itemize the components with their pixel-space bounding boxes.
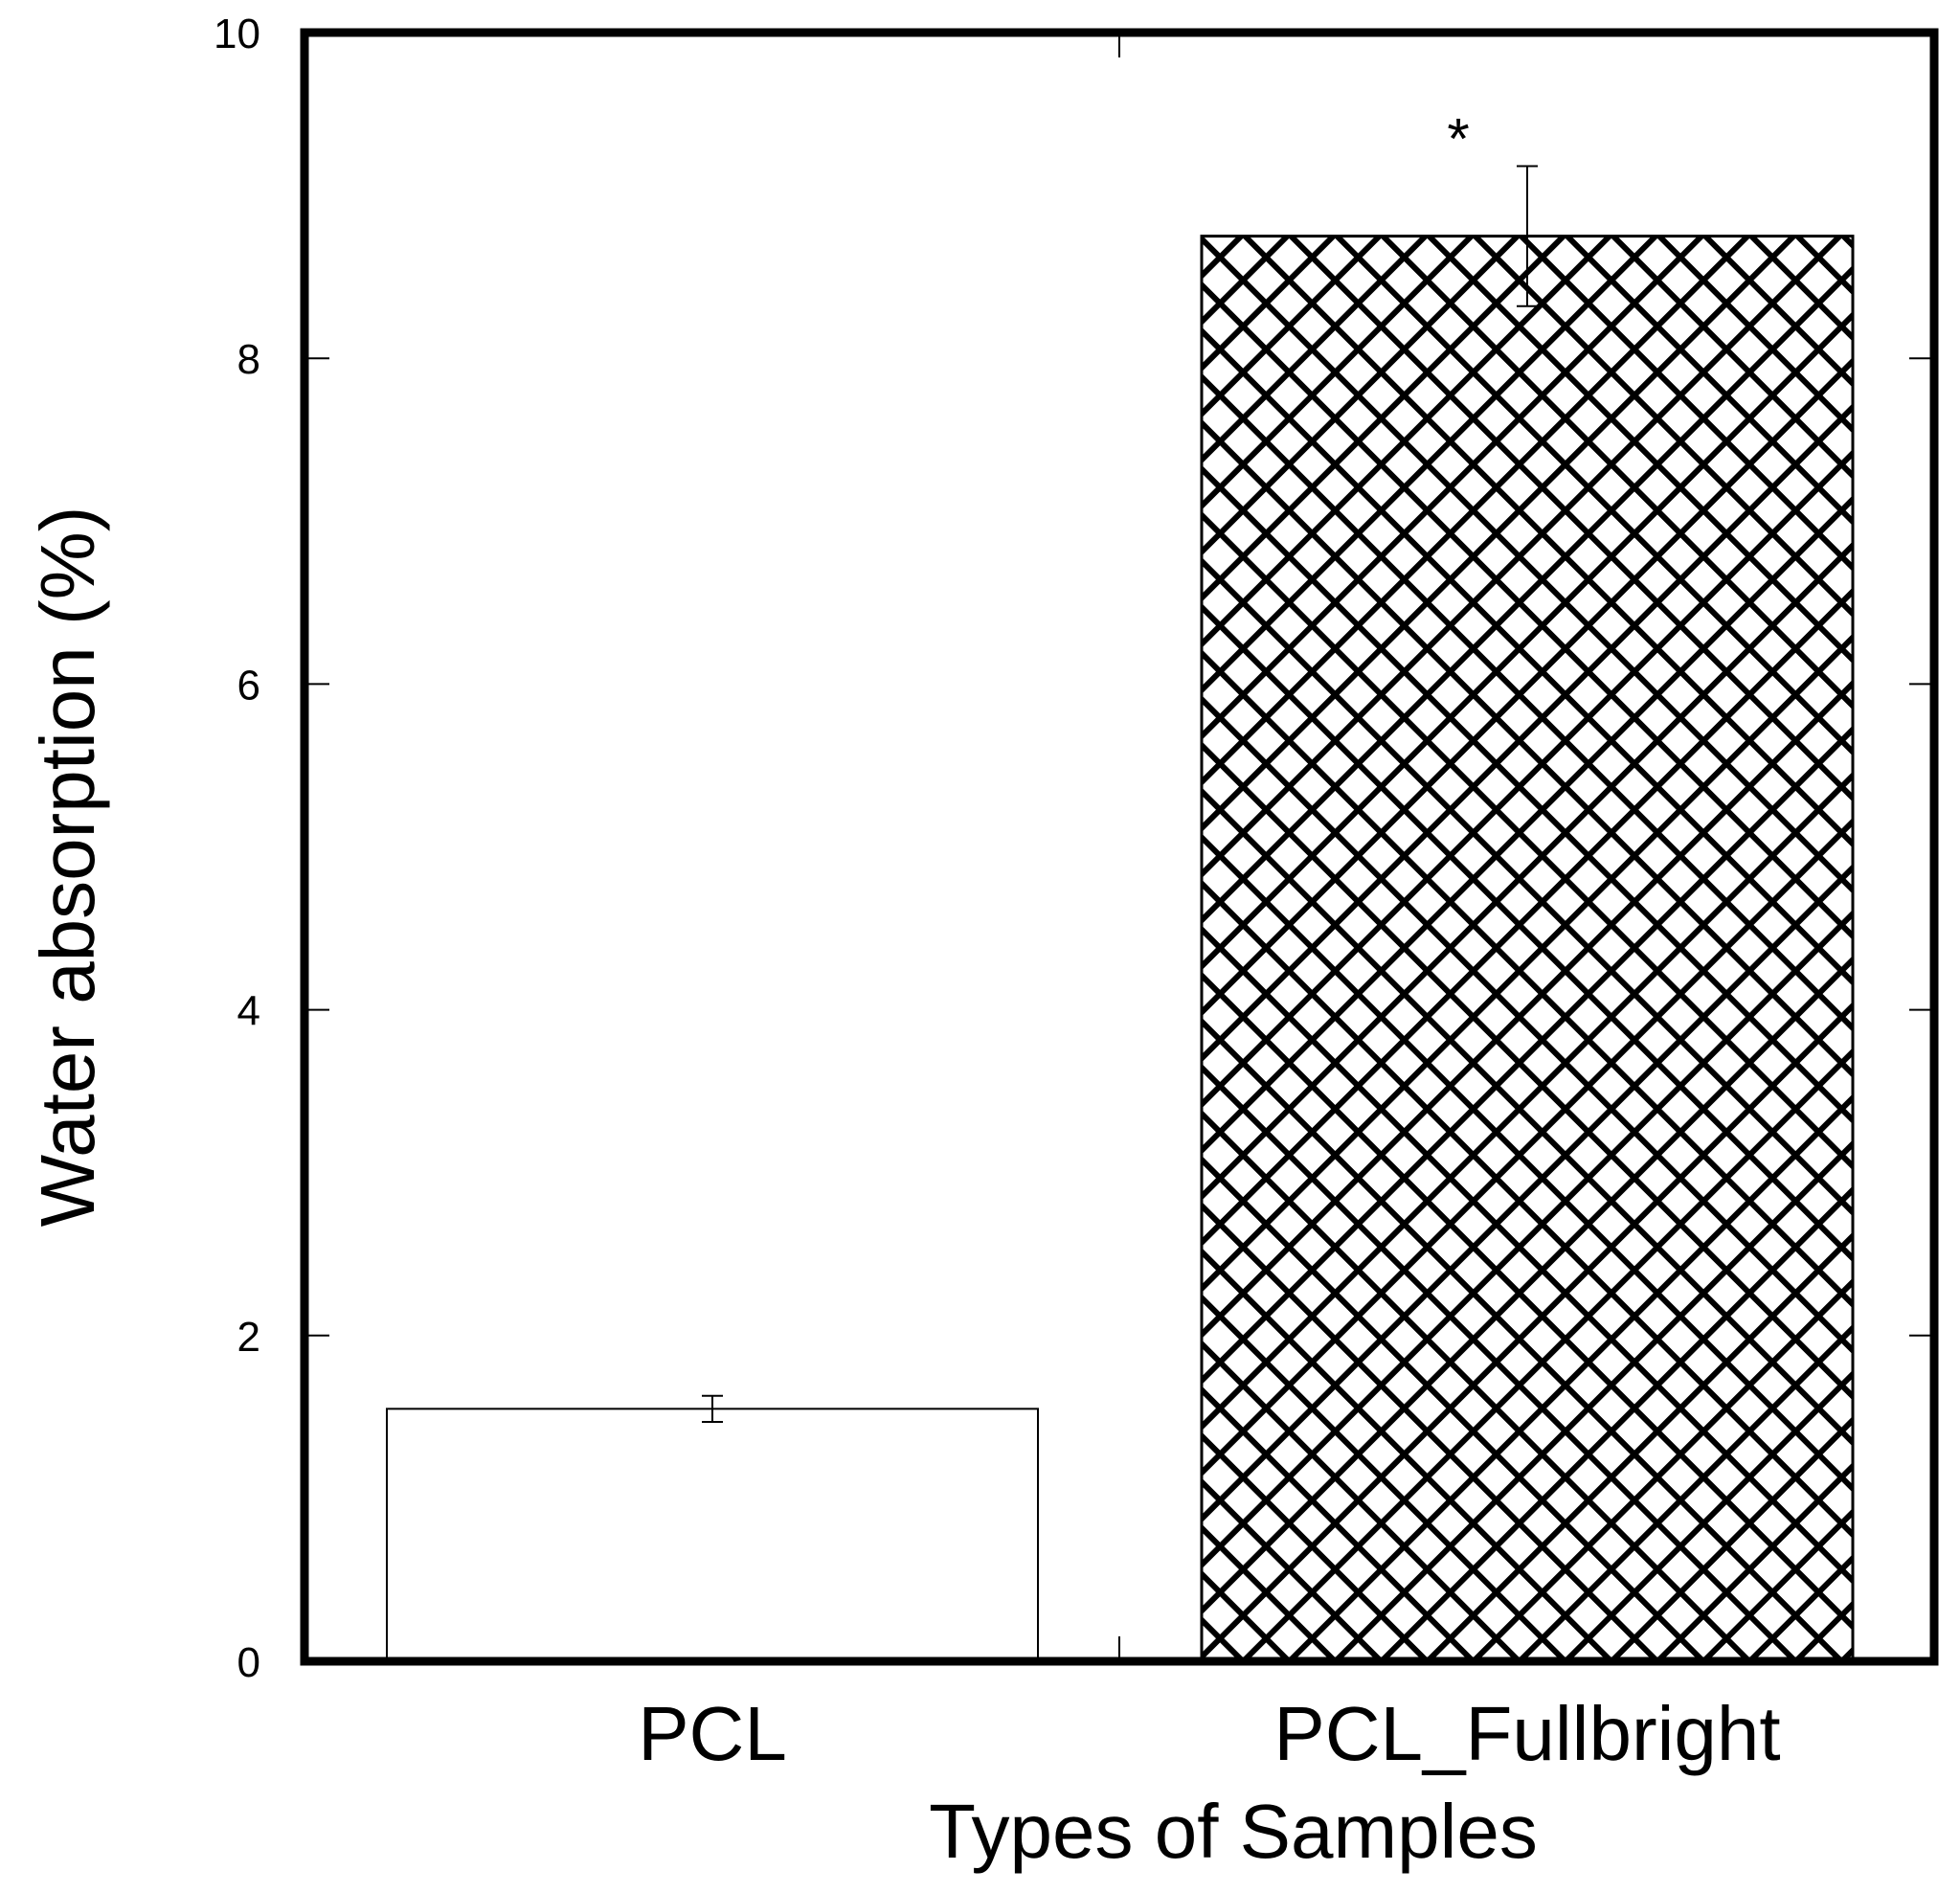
error-bar bbox=[1517, 165, 1538, 307]
y-tick-label: 0 bbox=[237, 1639, 260, 1686]
bar-pcl-fullbright bbox=[1200, 235, 1855, 1663]
x-tick-label: PCL_Fullbright bbox=[1273, 1691, 1780, 1776]
y-tick-label: 2 bbox=[237, 1314, 260, 1361]
y-tick-label: 8 bbox=[237, 336, 260, 383]
x-tick-label: PCL bbox=[638, 1691, 787, 1776]
bars-layer bbox=[386, 165, 1855, 1663]
plot-frame bbox=[300, 28, 1939, 1666]
y-tick-label: 6 bbox=[237, 662, 260, 709]
y-tick-label: 10 bbox=[214, 11, 260, 57]
x-axis-title: Types of Samples bbox=[929, 1789, 1538, 1874]
y-axis-title: Water absorption (%) bbox=[25, 507, 110, 1228]
significance-marker: * bbox=[1447, 106, 1469, 170]
error-bar bbox=[702, 1394, 723, 1423]
bar-pcl bbox=[386, 1408, 1039, 1662]
labels-layer: PCL * PCL_Fullbright 0 2 4 6 8 10 bbox=[214, 11, 1781, 1776]
y-tick-label: 4 bbox=[237, 988, 260, 1035]
